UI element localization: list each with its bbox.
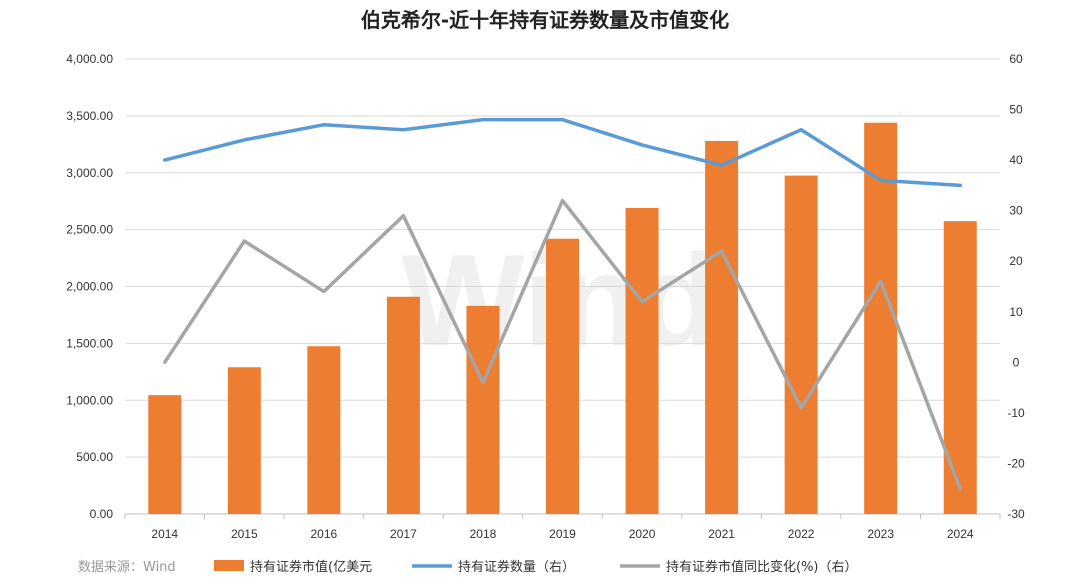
chart-title: 伯克希尔-近十年持有证券数量及市值变化 [361,8,729,32]
bar [386,296,420,514]
bar [466,305,500,514]
legend-label: 持有证券市值(亿美元 [250,559,372,575]
left-tick-label: 0.00 [90,507,114,521]
x-tick-label: 2016 [311,527,338,541]
bar [864,122,898,514]
bar [227,367,261,514]
source-note: 数据来源：Wind [78,560,176,575]
bar [943,221,977,514]
bar [625,208,659,514]
right-tick-label: -30 [1007,507,1025,521]
x-tick-label: 2017 [390,527,417,541]
x-tick-label: 2020 [629,527,656,541]
legend: 数据来源：Wind 持有证券市值(亿美元 持有证券数量（右） 持有证券市值同比变化(… [78,559,858,575]
legend-label: 持有证券数量（右） [458,559,575,575]
x-tick-label: 2018 [470,527,497,541]
x-tick-label: 2023 [867,527,894,541]
bar-series [148,122,977,514]
right-tick-label: 0 [1013,355,1020,369]
right-tick-label: 60 [1009,52,1023,66]
bar [148,395,182,514]
left-tick-label: 2,000.00 [66,280,113,294]
legend-label: 持有证券市值同比变化(%)（右） [666,559,858,575]
x-tick-label: 2014 [151,527,178,541]
legend-swatch [214,560,244,571]
bar [784,175,818,514]
left-tick-label: 3,000.00 [66,166,113,180]
bar [705,140,739,514]
right-tick-label: 30 [1009,204,1023,218]
right-axis: -30 -20 -10 0 10 20 30 40 50 60 [1007,52,1025,521]
x-tick-label: 2019 [549,527,576,541]
right-tick-label: 50 [1009,103,1023,117]
right-tick-label: -10 [1007,406,1025,420]
bar [307,346,341,514]
x-tick-label: 2024 [947,527,974,541]
right-tick-label: 10 [1009,305,1023,319]
left-tick-label: 1,500.00 [66,336,113,350]
left-tick-label: 3,500.00 [66,109,113,123]
left-tick-label: 2,500.00 [66,223,113,237]
bar [546,238,579,514]
left-axis: 0.00 500.00 1,000.00 1,500.00 2,000.00 2,500.… [66,52,113,521]
x-tick-label: 2022 [788,527,815,541]
right-tick-label: 40 [1009,153,1023,167]
right-tick-label: -20 [1007,456,1025,470]
left-tick-label: 4,000.00 [66,52,113,66]
left-tick-label: 1,000.00 [66,393,113,407]
x-axis: 2014 2015 2016 2017 2018 2019 2020 2021 2022 2023… [124,514,1001,541]
left-tick-label: 500.00 [76,450,113,464]
x-tick-label: 2021 [708,527,735,541]
series-line [163,198,962,491]
x-tick-label: 2015 [231,527,258,541]
right-tick-label: 20 [1009,254,1023,268]
line-series [163,117,962,491]
series-line [163,117,962,188]
